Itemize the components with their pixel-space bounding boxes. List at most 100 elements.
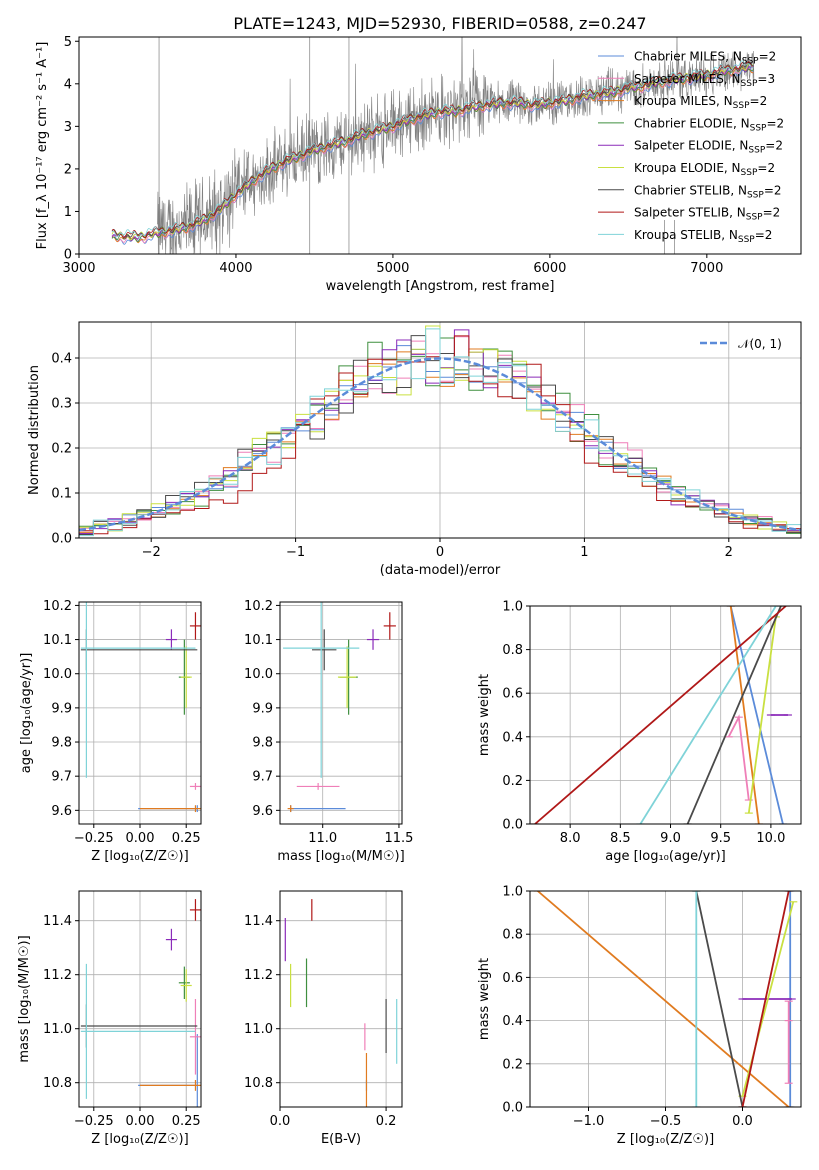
mass-age-ytick-label: 9.9 [252, 701, 273, 716]
z-weight-ytick-label: 0.4 [502, 1014, 523, 1029]
age-weight-line [686, 606, 782, 824]
plot-layer [79, 37, 801, 1107]
legend-entry: Kroupa ELODIE, NSSP=2 [634, 161, 775, 178]
z-weight-line [537, 891, 790, 1107]
mass-age-ytick-label: 10.1 [244, 633, 273, 648]
z-age-ytick-label: 9.6 [51, 804, 72, 819]
residuals-ytick-label: 0.3 [51, 397, 72, 412]
z-weight-xtick-label: 0.0 [732, 1114, 753, 1129]
residuals-xtick-label: 0 [436, 545, 444, 560]
spectrum-ytick-label: 2 [64, 162, 72, 177]
legend-entry: Chabrier MILES, NSSP=2 [634, 50, 776, 67]
ebv-mass-xtick-label: 0.2 [376, 1114, 397, 1129]
age-weight-line [639, 606, 777, 824]
spectrum-xtick-label: 6000 [533, 261, 566, 276]
grid-layer [79, 322, 801, 1108]
residuals-xtick-label: 2 [725, 545, 733, 560]
legend-entry: Kroupa STELIB, NSSP=2 [634, 228, 772, 245]
age-weight-line [747, 616, 777, 814]
residuals-ytick-label: 0.1 [51, 487, 72, 502]
residuals-xtick-label: −2 [142, 545, 161, 560]
age-weight-line [534, 606, 787, 824]
age-weight-line [729, 606, 760, 824]
z-mass-ytick-label: 10.8 [43, 1076, 72, 1091]
age-weight-ytick-label: 0.2 [502, 774, 523, 789]
spectrum-xtick-label: 4000 [219, 261, 252, 276]
z-weight-ylabel: mass weight [477, 958, 492, 1040]
age-weight-ytick-label: 0.0 [502, 818, 523, 833]
spectrum-ytick-label: 4 [64, 77, 72, 92]
z-mass-ytick-label: 11.0 [43, 1022, 72, 1037]
residuals-xtick-label: 1 [580, 545, 588, 560]
age-weight-xtick-label: 9.5 [710, 831, 731, 846]
residuals-xtick-label: −1 [286, 545, 305, 560]
spectrum-xtick-label: 7000 [690, 261, 723, 276]
model-spectrum-line [111, 65, 754, 242]
spectrum-ytick-label: 3 [64, 120, 72, 135]
z-age-ytick-label: 10.1 [43, 633, 72, 648]
age-weight-ytick-label: 1.0 [502, 600, 523, 615]
z-age-xlabel: Z [log₁₀(Z/Z☉)] [91, 849, 188, 864]
z-age-xtick-label: 0.00 [126, 831, 155, 846]
legend-entry: Salpeter ELODIE, NSSP=2 [634, 139, 783, 156]
ebv-mass-ytick-label: 11.2 [244, 968, 273, 983]
spectrum-ytick-label: 5 [64, 35, 72, 50]
ebv-mass-marks [284, 899, 398, 1107]
mass-age-ytick-label: 10.2 [244, 599, 273, 614]
z-mass-ytick-label: 11.4 [43, 914, 72, 929]
age-weight-marks [531, 606, 792, 824]
age-weight-xtick-label: 8.5 [610, 831, 631, 846]
mass-age-marks [283, 602, 396, 813]
legend-entry: Salpeter MILES, NSSP=3 [634, 72, 775, 89]
z-weight-ytick-label: 0.2 [502, 1057, 523, 1072]
age-weight-ytick-label: 0.8 [502, 643, 523, 658]
z-mass-xtick-label: −0.25 [74, 1114, 114, 1129]
z-mass-xtick-label: 0.00 [126, 1114, 155, 1129]
residual-histogram [79, 328, 801, 537]
z-age-marks [80, 602, 201, 813]
spectrum-marks [111, 37, 755, 254]
mass-age-ytick-label: 9.8 [252, 736, 273, 751]
z-age-ytick-label: 9.7 [51, 770, 72, 785]
mass-age-xtick-label: 11.0 [308, 831, 337, 846]
z-age-ytick-label: 10.2 [43, 599, 72, 614]
z-weight-line [695, 891, 744, 1107]
ebv-mass-ytick-label: 10.8 [244, 1076, 273, 1091]
z-age-ylabel: age [log₁₀(age/yr)] [19, 653, 34, 774]
figure-title: PLATE=1243, MJD=52930, FIBERID=0588, z=0… [233, 14, 646, 33]
age-weight-ytick-label: 0.6 [502, 687, 523, 702]
z-weight-ytick-label: 0.8 [502, 928, 523, 943]
model-spectrum-line [111, 60, 754, 238]
age-weight-xtick-label: 9.0 [660, 831, 681, 846]
residuals-ytick-label: 0.4 [51, 352, 72, 367]
z-mass-xlabel: Z [log₁₀(Z/Z☉)] [91, 1132, 188, 1147]
residuals-xlabel: (data-model)/error [380, 563, 501, 578]
legend-entry: Chabrier STELIB, NSSP=2 [634, 183, 782, 200]
legend-entry: Salpeter STELIB, NSSP=2 [634, 206, 780, 223]
z-mass-marks [80, 899, 201, 1107]
spectrum-ylabel: Flux [f_λ 10⁻¹⁷ erg cm⁻² s⁻¹ A⁻¹] [35, 42, 50, 250]
z-weight-xtick-label: −1.0 [573, 1114, 605, 1129]
age-weight-xtick-label: 10.0 [756, 831, 785, 846]
legend-layer: Chabrier MILES, NSSP=2 Salpeter MILES, NS… [598, 50, 784, 351]
age-weight-ylabel: mass weight [477, 674, 492, 756]
z-weight-xtick-label: −0.5 [650, 1114, 682, 1129]
z-age-ytick-label: 9.8 [51, 736, 72, 751]
z-weight-ytick-label: 1.0 [502, 885, 523, 900]
mass-age-ytick-label: 10.0 [244, 667, 273, 682]
spectrum-frame [78, 36, 802, 255]
legend-entry: Kroupa MILES, NSSP=2 [634, 94, 767, 111]
z-weight-line [741, 891, 790, 1107]
z-weight-ytick-label: 0.0 [502, 1101, 523, 1116]
ebv-mass-ytick-label: 11.4 [244, 914, 273, 929]
age-weight-ytick-label: 0.4 [502, 730, 523, 745]
z-mass-ytick-label: 11.2 [43, 968, 72, 983]
mass-age-ytick-label: 9.7 [252, 770, 273, 785]
age-weight-frame [529, 605, 802, 825]
spectrum-xtick-label: 5000 [376, 261, 409, 276]
z-weight-ytick-label: 0.6 [502, 971, 523, 986]
age-weight-xtick-label: 8.0 [560, 831, 581, 846]
mass-age-ytick-label: 9.6 [252, 804, 273, 819]
model-spectrum-line [111, 61, 754, 240]
